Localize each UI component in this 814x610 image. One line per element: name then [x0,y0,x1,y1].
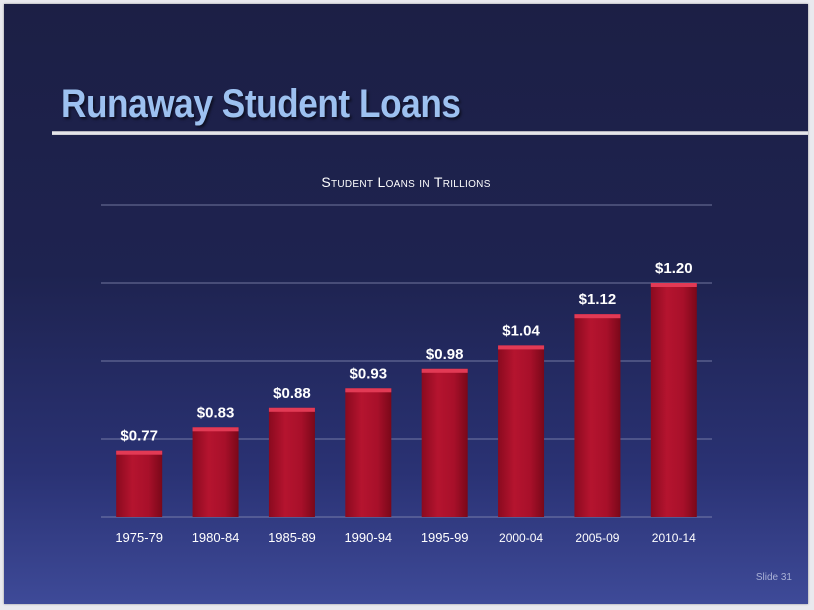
bar-top [650,283,697,287]
x-tick-label: 1990-94 [344,530,392,545]
slide: Runaway Student Loans Student Loans in T… [4,4,808,604]
bar [574,314,621,517]
bar-top [116,450,163,455]
data-label: $1.12 [579,291,617,308]
data-label: $0.83 [197,404,235,421]
x-tick-label: 2005-09 [575,531,619,545]
bar-body [192,427,239,517]
bar [192,427,239,517]
bar [421,368,468,517]
x-tick-label: 1985-89 [268,530,316,545]
bar [498,345,545,517]
x-tick-label: 2000-04 [499,531,543,545]
slide-title: Runaway Student Loans [61,82,461,126]
bar [116,450,163,517]
bar-top [574,314,621,319]
data-label: $0.88 [273,385,311,402]
bar-body [345,388,392,517]
data-label: $1.04 [502,322,540,339]
slide-number: Slide 31 [755,572,792,583]
bar-body [498,345,545,517]
bar-body [650,283,697,517]
bar [650,283,697,517]
bar-top [498,345,545,350]
bar-top [192,427,239,432]
bar-body [268,407,315,517]
title-divider [52,131,808,135]
x-tick-label: 1980-84 [192,530,240,545]
x-axis-ticks: 1975-79 1980-84 1985-89 1990-94 1995-99 2000-… [115,530,696,545]
bar-top [268,407,315,412]
x-tick-label: 1975-79 [115,530,163,545]
bars [116,283,697,517]
data-label: $1.20 [655,260,693,277]
bar-body [574,314,621,517]
bar [345,388,392,517]
data-label: $0.93 [350,365,388,382]
bar-body [421,368,468,517]
data-label: $0.98 [426,346,464,363]
bar-top [345,388,392,393]
x-tick-label: 2010-14 [652,531,696,545]
data-labels: $0.77 $0.83 $0.88 $0.93 $0.98 $1.04 $1.12 $1.20 [120,260,692,445]
bar-top [421,368,468,373]
bar-chart: $0.77 $0.83 $0.88 $0.93 $0.98 $1.04 $1.12 $1.20… [101,204,712,545]
chart-title: Student Loans in Trillions [321,174,491,190]
x-tick-label: 1995-99 [421,530,469,545]
bar [268,407,315,517]
data-label: $0.77 [120,428,158,445]
bar-body [116,450,163,517]
